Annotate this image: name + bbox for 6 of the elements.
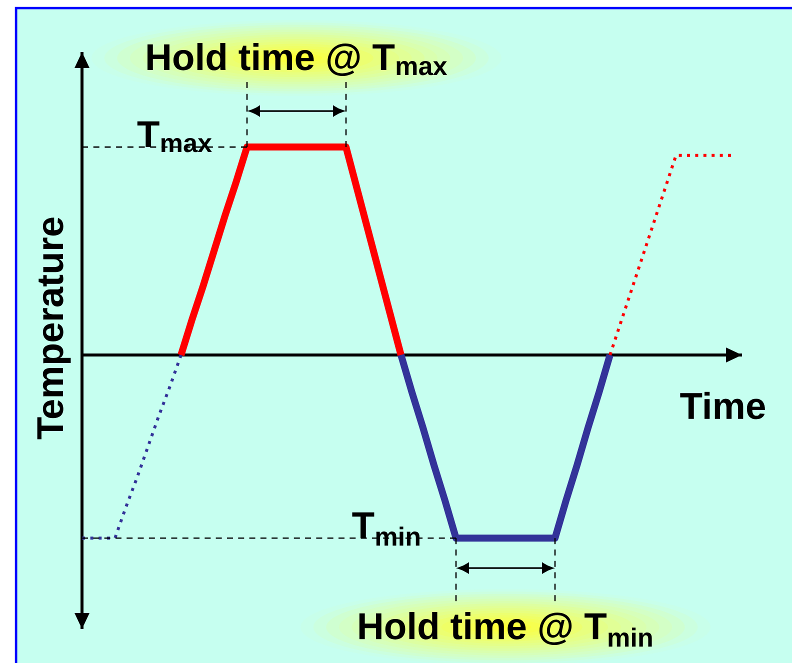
x-axis-title: Time <box>680 392 765 420</box>
ref-line-label: T$_{max}$ <box>137 121 212 152</box>
annotation: Hold time @ T$_{max}$ <box>147 43 448 76</box>
annotation: Hold time @ T$_{min}$ <box>359 612 652 647</box>
ref-line-label: T$_{min}$ <box>352 512 420 546</box>
y-axis-title: Temperature <box>37 218 71 440</box>
